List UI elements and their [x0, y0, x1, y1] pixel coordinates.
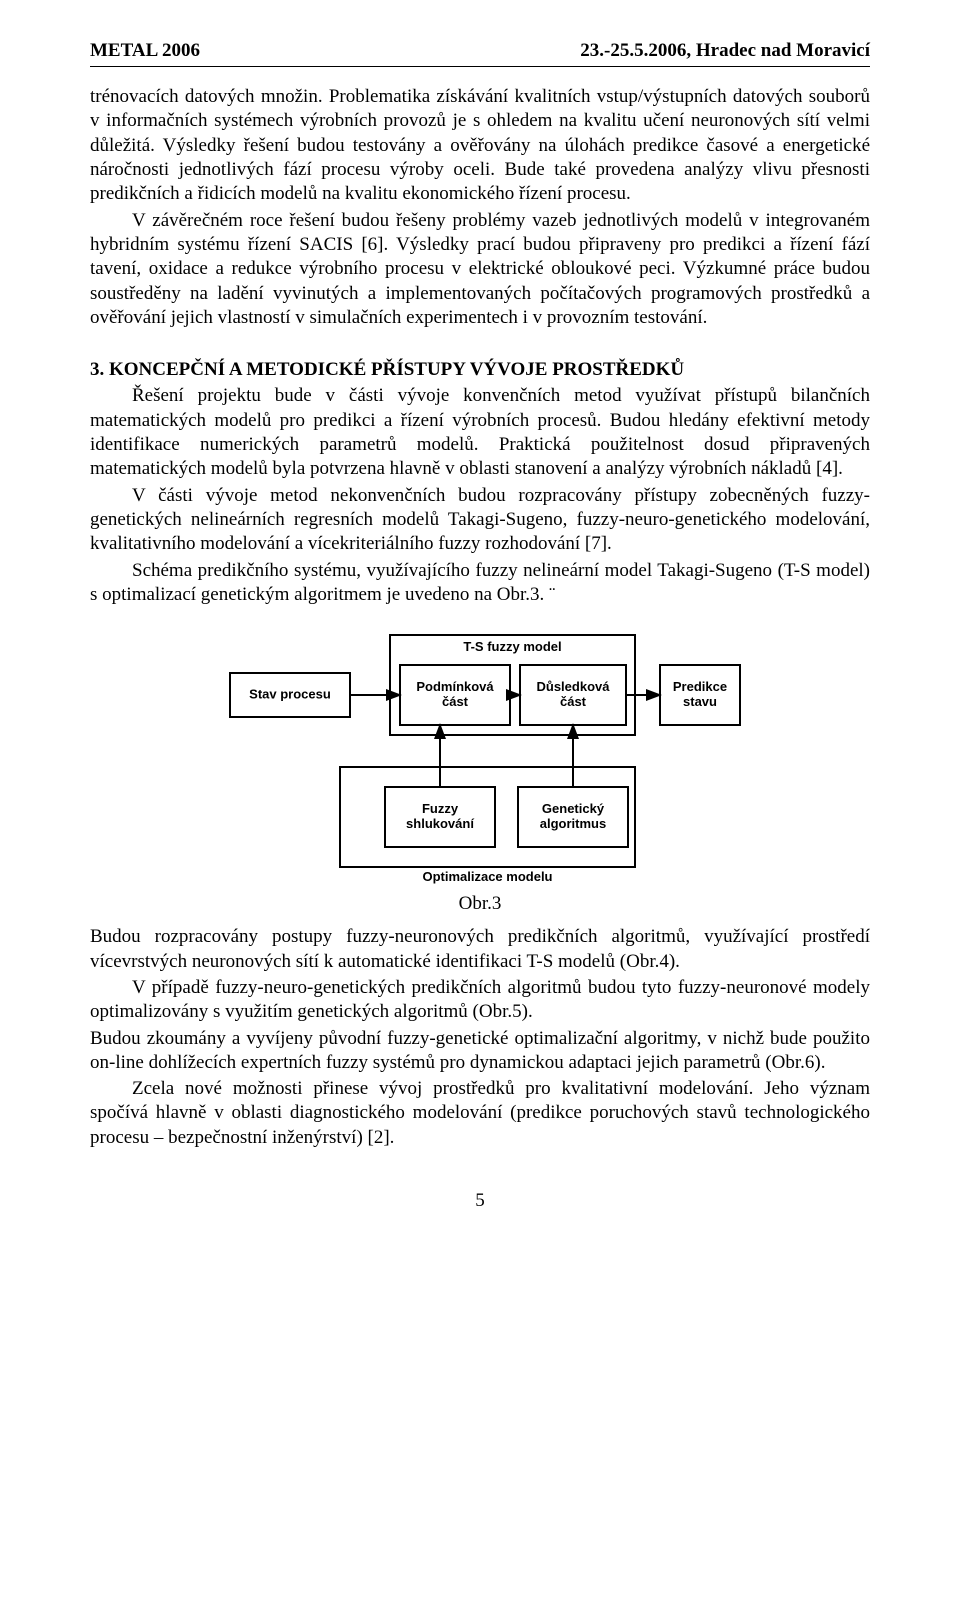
- svg-text:Stav procesu: Stav procesu: [249, 687, 331, 702]
- paragraph-6: Budou rozpracovány postupy fuzzy-neurono…: [90, 925, 870, 974]
- svg-text:Predikce: Predikce: [673, 679, 727, 694]
- diagram-svg-container: T-S fuzzy model Optimalizace modelu Stav p…: [210, 627, 750, 887]
- page-number: 5: [90, 1190, 870, 1212]
- paragraph-5: Schéma predikčního systému, využívajícíh…: [90, 559, 870, 608]
- section-title: 3. KONCEPČNÍ A METODICKÉ PŘÍSTUPY VÝVOJE…: [90, 358, 870, 382]
- svg-text:algoritmus: algoritmus: [540, 816, 606, 831]
- header-rule: [90, 66, 870, 67]
- body-text: trénovacích datových množin. Problematik…: [90, 85, 870, 607]
- svg-text:Podmínková: Podmínková: [416, 679, 494, 694]
- svg-text:Důsledková: Důsledková: [537, 679, 611, 694]
- paragraph-2: V závěrečném roce řešení budou řešeny pr…: [90, 209, 870, 331]
- svg-text:Genetický: Genetický: [542, 801, 605, 816]
- paragraph-3: Řešení projektu bude v části vývoje konv…: [90, 384, 870, 481]
- svg-text:Fuzzy: Fuzzy: [422, 801, 459, 816]
- header-left: METAL 2006: [90, 40, 200, 62]
- svg-text:část: část: [560, 694, 587, 709]
- page: METAL 2006 23.-25.5.2006, Hradec nad Mor…: [0, 0, 960, 1272]
- svg-text:stavu: stavu: [683, 694, 717, 709]
- paragraph-4: V části vývoje metod nekonvenčních budou…: [90, 484, 870, 557]
- svg-text:část: část: [442, 694, 469, 709]
- paragraph-8: Budou zkoumány a vyvíjeny původní fuzzy-…: [90, 1027, 870, 1076]
- ts-fuzzy-model-diagram: T-S fuzzy model Optimalizace modelu Stav p…: [210, 627, 750, 887]
- figure-3: T-S fuzzy model Optimalizace modelu Stav p…: [90, 627, 870, 915]
- svg-text:T-S fuzzy model: T-S fuzzy model: [463, 639, 561, 654]
- body-text-after-figure: Budou rozpracovány postupy fuzzy-neurono…: [90, 925, 870, 1150]
- paragraph-1: trénovacích datových množin. Problematik…: [90, 85, 870, 207]
- paragraph-7: V případě fuzzy-neuro-genetických predik…: [90, 976, 870, 1025]
- svg-text:Optimalizace modelu: Optimalizace modelu: [422, 869, 552, 884]
- paragraph-9: Zcela nové možnosti přinese vývoj prostř…: [90, 1077, 870, 1150]
- page-header: METAL 2006 23.-25.5.2006, Hradec nad Mor…: [90, 40, 870, 62]
- header-right: 23.-25.5.2006, Hradec nad Moravicí: [580, 40, 870, 62]
- figure-caption: Obr.3: [459, 893, 502, 915]
- svg-text:shlukování: shlukování: [406, 816, 474, 831]
